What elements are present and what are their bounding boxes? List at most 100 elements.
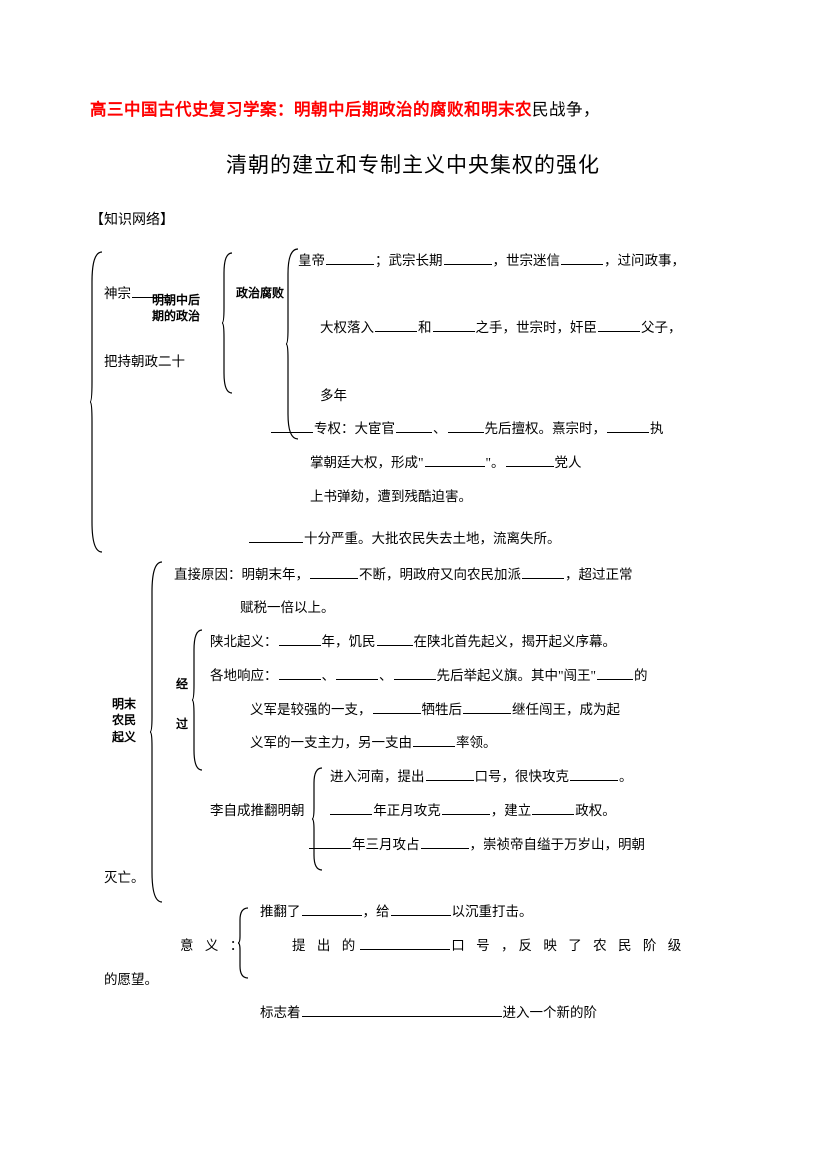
text-line: 意 义 ： 提 出 的口 号 ，反 映 了 农 民 阶 级 xyxy=(180,929,736,963)
label-ming-peasant: 明末 农民 起义 xyxy=(112,696,136,746)
text: 李自成推翻明朝 xyxy=(210,803,305,818)
blank-field[interactable] xyxy=(444,251,492,265)
text: ，世宗迷信 xyxy=(493,253,561,268)
text: 执 xyxy=(650,421,664,436)
text: 口号，很快攻克 xyxy=(475,769,570,784)
blank-field[interactable] xyxy=(448,419,484,433)
text: ，给 xyxy=(363,904,390,919)
text: 直接原因：明朝末年， xyxy=(174,567,309,582)
bracket-icon xyxy=(286,249,300,439)
text-line: 直接原因：明朝末年， 不断，明政府又向农民加派 ，超过正常 xyxy=(174,558,736,592)
blank-field[interactable] xyxy=(396,419,432,433)
text: ；武宗长期 xyxy=(375,253,443,268)
block-ming-politics: 皇帝；武宗长期，世宗迷信，过问政事， 神宗 政治腐败 明朝中后 期的政治 大权落… xyxy=(90,244,736,554)
text-line: 的愿望。 xyxy=(104,963,736,997)
blank-field[interactable] xyxy=(330,801,372,815)
blank-field[interactable] xyxy=(607,419,649,433)
blank-field[interactable] xyxy=(426,767,474,781)
bracket-icon xyxy=(192,630,204,770)
blank-field[interactable] xyxy=(421,835,469,849)
blank-field[interactable] xyxy=(506,453,554,467)
text-line: 赋税一倍以上。 xyxy=(240,591,736,625)
text-line: 掌朝廷大权，形成""。党人 xyxy=(310,446,736,480)
blank-field[interactable] xyxy=(561,251,603,265)
text: 灭亡。 xyxy=(104,870,145,885)
text: 率领。 xyxy=(456,735,497,750)
text: 义军的一支主力，另一支由 xyxy=(250,735,412,750)
blank-field[interactable] xyxy=(279,632,321,646)
text: ，过问政事， xyxy=(604,253,685,268)
text: ，建立 xyxy=(491,803,532,818)
text-line: 皇帝 ；武宗长期 ，世宗迷信 ，过问政事， xyxy=(298,244,736,278)
text: 十分严重。大批农民失去土地，流离失所。 xyxy=(304,531,561,546)
text: 以沉重打击。 xyxy=(452,904,533,919)
text-line: 把持朝政二十 xyxy=(104,345,736,379)
text-line: 进入河南，提出口号，很快攻克。 xyxy=(330,760,736,794)
text-line: 推翻了，给以沉重打击。 xyxy=(260,895,736,929)
text: 多年 xyxy=(320,388,347,403)
text: 口 号 ，反 映 了 农 民 阶 级 xyxy=(451,938,685,953)
blank-field[interactable] xyxy=(394,666,436,680)
blank-field[interactable] xyxy=(302,1003,502,1017)
label-jing: 经 xyxy=(176,676,188,693)
text: 政权。 xyxy=(575,803,616,818)
label-guo: 过 xyxy=(176,716,188,733)
text: 年三月攻占 xyxy=(352,837,420,852)
text: 、 xyxy=(433,421,447,436)
blank-field[interactable] xyxy=(336,666,378,680)
text-line: 义军的一支主力，另一支由 率领。 xyxy=(250,726,736,760)
text: 父子， xyxy=(641,320,682,335)
blank-field[interactable] xyxy=(532,801,574,815)
section-heading: 【知识网络】 xyxy=(90,204,736,238)
text-line: 标志着 进入一个新的阶 xyxy=(260,996,736,1030)
blank-field[interactable] xyxy=(598,318,640,332)
text: 不断，明政府又向农民加派 xyxy=(359,567,521,582)
text: 进入一个新的阶 xyxy=(503,1005,598,1020)
blank-field[interactable] xyxy=(375,318,417,332)
text: 。 xyxy=(619,769,633,784)
bracket-icon xyxy=(90,252,104,552)
blank-field[interactable] xyxy=(360,936,450,950)
blank-field[interactable] xyxy=(279,666,321,680)
blank-field[interactable] xyxy=(433,318,475,332)
blank-field[interactable] xyxy=(326,251,374,265)
text: 皇帝 xyxy=(298,253,325,268)
text: "。 xyxy=(486,455,505,470)
text: 继任闯王，成为起 xyxy=(512,702,620,717)
text: 的愿望。 xyxy=(104,972,158,987)
text: 之手，世宗时，奸臣 xyxy=(476,320,598,335)
text-line: 灭亡。 xyxy=(104,861,736,895)
text-line: 年三月攻占 ，崇祯帝自缢于万岁山，明朝 xyxy=(308,828,736,862)
title-tail: 民战争， xyxy=(532,100,600,119)
blank-field[interactable] xyxy=(249,529,303,543)
text-line: 十分严重。大批农民失去土地，流离失所。 xyxy=(248,522,736,556)
blank-field[interactable] xyxy=(570,767,618,781)
title-red-part: 高三中国古代史复习学案：明朝中后期政治的腐败和明末农 xyxy=(90,100,532,119)
blank-field[interactable] xyxy=(302,902,362,916)
blank-field[interactable] xyxy=(442,801,490,815)
blank-field[interactable] xyxy=(522,565,564,579)
blank-field[interactable] xyxy=(597,666,633,680)
blank-field[interactable] xyxy=(463,700,511,714)
text: 各地响应： xyxy=(210,668,278,683)
text: 专权：大宦官 xyxy=(314,421,395,436)
text: 、 xyxy=(379,668,393,683)
blank-field[interactable] xyxy=(373,700,421,714)
blank-field[interactable] xyxy=(377,632,413,646)
text-line: 专权：大宦官、先后擅权。熹宗时，执 xyxy=(270,412,736,446)
text-line: 大权落入和之手，世宗时，奸臣父子， xyxy=(320,311,736,345)
text: ，崇祯帝自缢于万岁山，明朝 xyxy=(470,837,646,852)
text: 在陕北首先起义，揭开起义序幕。 xyxy=(414,634,617,649)
text-line: 陕北起义：年，饥民在陕北首先起义，揭开起义序幕。 xyxy=(210,625,736,659)
blank-field[interactable] xyxy=(310,565,358,579)
text: 标志着 xyxy=(260,1005,301,1020)
blank-field[interactable] xyxy=(425,453,485,467)
bracket-icon xyxy=(222,253,234,393)
text-line: 上书弹劾，遭到残酷迫害。 xyxy=(310,480,736,514)
text: 、 xyxy=(322,668,336,683)
blank-field[interactable] xyxy=(413,733,455,747)
text: 神宗 xyxy=(104,286,131,301)
text: ，超过正常 xyxy=(565,567,633,582)
blank-field[interactable] xyxy=(391,902,451,916)
text: 上书弹劾，遭到残酷迫害。 xyxy=(310,489,472,504)
